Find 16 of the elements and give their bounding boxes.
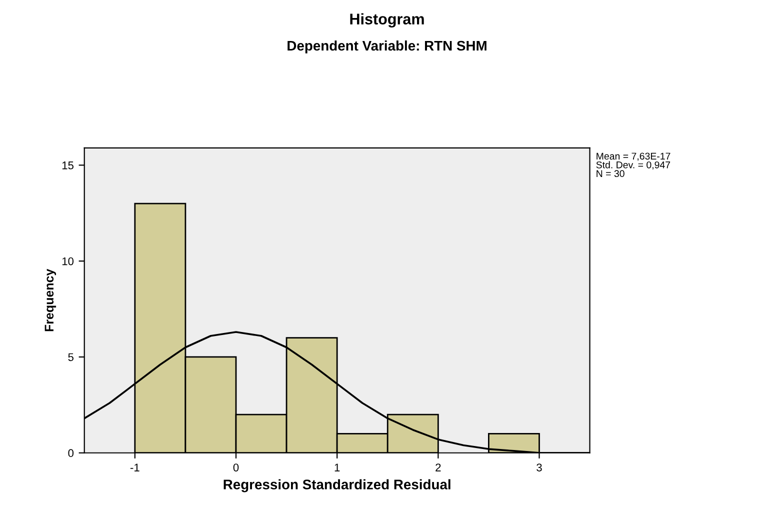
- y-tick-label: 15: [62, 162, 74, 170]
- y-tick-label: 0: [68, 449, 74, 458]
- x-tick-label: 2: [436, 464, 441, 472]
- x-tick-label: 0: [233, 464, 239, 472]
- text: N = 30: [596, 170, 624, 178]
- chart-subtitle: Dependent Variable: RTN SHM: [288, 40, 486, 54]
- x-tick-label: -1: [130, 464, 140, 472]
- text: Std. Dev. = 0,947: [596, 161, 670, 170]
- x-tick-label: 3: [536, 464, 542, 472]
- y-tick-label: 10: [62, 257, 74, 266]
- y-tick-label: 5: [68, 353, 74, 362]
- chart-title: Histogram: [350, 13, 424, 28]
- text: Mean = 7,63E-17: [596, 152, 670, 161]
- x-axis-title: Regression Standardized Residual: [224, 479, 450, 492]
- y-axis-title: Frequency: [44, 268, 56, 332]
- x-tick-label: 1: [334, 464, 340, 472]
